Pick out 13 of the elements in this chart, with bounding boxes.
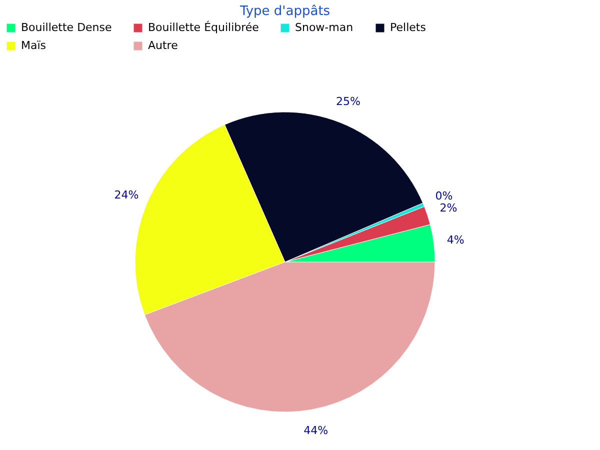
legend-label: Autre (148, 39, 178, 52)
chart-title: Type d'appâts (238, 4, 330, 19)
legend-label: Bouillette Équilibrée (148, 20, 260, 34)
legend-label: Pellets (390, 21, 426, 34)
legend-label: Maïs (21, 39, 46, 52)
data-label: 4% (446, 233, 464, 246)
data-label: 25% (336, 95, 360, 108)
data-label: 24% (114, 188, 139, 202)
data-label: 0% (435, 189, 453, 202)
legend-label: Bouillette Dense (21, 21, 112, 34)
data-label: 2% (440, 202, 458, 215)
data-label: 44% (304, 424, 328, 438)
legend-label: Snow-man (295, 21, 354, 34)
